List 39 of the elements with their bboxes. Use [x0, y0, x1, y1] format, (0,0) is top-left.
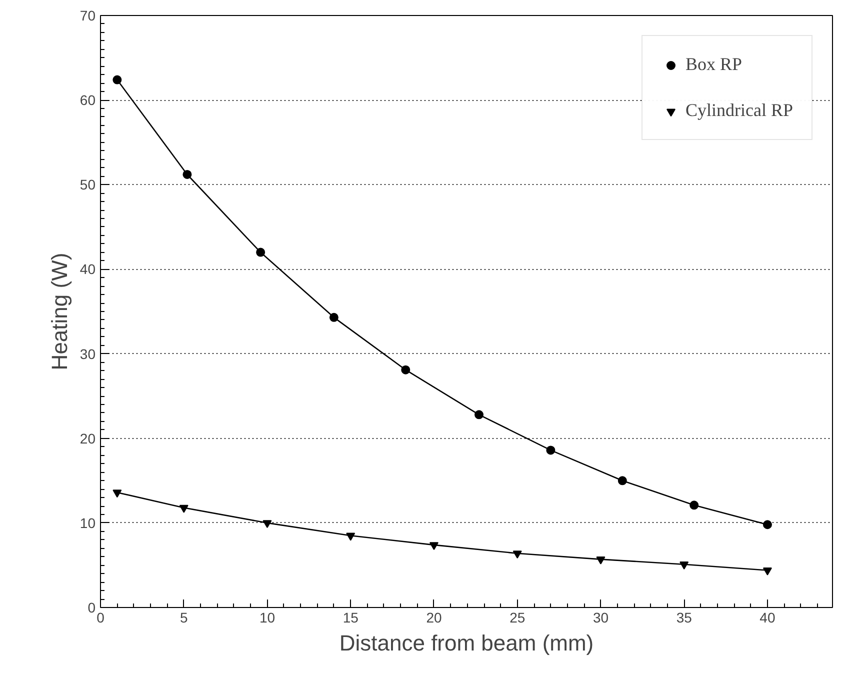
point [762, 520, 772, 530]
point [680, 562, 689, 570]
y-tick-label: 70 [80, 8, 96, 24]
y-tick-label: 40 [80, 261, 96, 278]
point [474, 410, 484, 420]
x-tick-label: 40 [760, 610, 776, 626]
x-tick-label: 5 [180, 610, 188, 626]
point [429, 542, 438, 550]
point [401, 365, 410, 374]
y-tick-label: 50 [80, 176, 96, 193]
x-axis-title: Distance from beam (mm) [339, 630, 594, 656]
point [618, 476, 627, 486]
legend-label: Box RP [686, 54, 742, 75]
x-tick-label: 25 [510, 610, 526, 626]
x-tick-label: 35 [676, 610, 692, 626]
point [179, 504, 188, 513]
x-tick-label: 15 [342, 610, 359, 626]
x-tick-label: 10 [259, 610, 276, 626]
point [262, 520, 272, 528]
y-axis-title: Heating (W) [46, 252, 72, 370]
point [512, 550, 522, 558]
point [546, 446, 556, 455]
point [346, 532, 356, 541]
point [182, 170, 192, 179]
y-tick-label: 60 [80, 92, 96, 108]
legend-label: Cylindrical RP [686, 100, 793, 121]
y-tick-label: 20 [80, 430, 96, 446]
y-tick-label: 0 [88, 600, 96, 616]
x-tick-label: 20 [426, 610, 442, 626]
y-tick-label: 30 [80, 346, 96, 362]
point [329, 312, 338, 322]
x-tick-label: 30 [592, 610, 609, 626]
point [596, 556, 606, 564]
point [256, 248, 266, 257]
point [112, 490, 122, 498]
point [112, 75, 122, 84]
y-tick-label: 10 [80, 514, 96, 531]
point [690, 500, 699, 510]
point [762, 567, 772, 576]
